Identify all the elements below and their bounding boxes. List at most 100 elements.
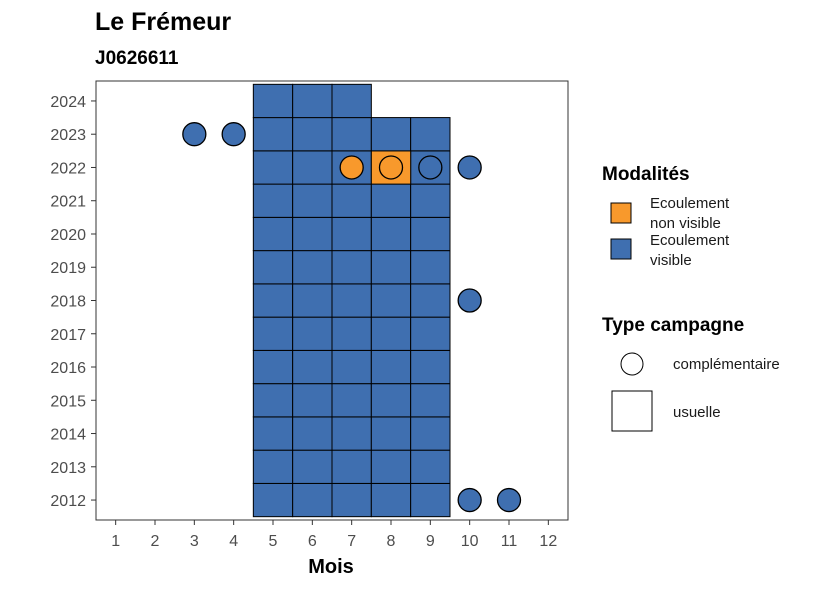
x-tick-label-10: 10	[461, 533, 479, 550]
legend-swatch-visible	[610, 238, 632, 260]
legend-square-symbol	[611, 390, 653, 432]
usuelle-tile-2023-8	[370, 117, 412, 152]
usuelle-tile-2019-7	[331, 250, 372, 285]
usuelle-tile-2014-8	[370, 416, 412, 451]
usuelle-tile-2013-8	[370, 449, 412, 484]
usuelle-tile-2021-8	[370, 183, 412, 218]
usuelle-tile-2024-5	[252, 83, 294, 119]
usuelle-tile-2023-5	[252, 117, 294, 152]
usuelle-tile-2018-5	[252, 283, 294, 318]
usuelle-tile-2017-5	[252, 316, 294, 351]
x-tick-label-5: 5	[269, 533, 278, 550]
usuelle-tiles	[252, 83, 451, 518]
usuelle-tile-2012-8	[370, 482, 412, 518]
usuelle-tile-2024-7	[331, 83, 372, 119]
legend-campaign: Type campagne complémentaire usuelle	[602, 315, 780, 432]
complementaire-points	[182, 122, 522, 513]
legend-campaign-title: Type campagne	[602, 315, 744, 336]
usuelle-tile-2021-9	[410, 183, 451, 218]
usuelle-tile-2012-7	[331, 482, 372, 518]
legend-modalites-title: Modalités	[602, 164, 690, 185]
y-tick-label-2017: 2017	[50, 327, 86, 344]
legend-label-non-visible-line2: non visible	[650, 215, 721, 232]
y-tick-label-2012: 2012	[50, 493, 86, 510]
complementaire-point-2012-11	[496, 487, 522, 513]
legend-modalites: Modalités Ecoulement non visible Ecoulem…	[602, 164, 730, 269]
usuelle-tile-2021-5	[252, 183, 294, 218]
usuelle-tile-2015-8	[370, 383, 412, 418]
y-tick-label-2022: 2022	[50, 160, 86, 177]
usuelle-tile-2018-6	[292, 283, 333, 318]
x-tick-label-11: 11	[501, 533, 518, 550]
legend-circle-symbol	[620, 352, 644, 376]
usuelle-tile-2013-7	[331, 449, 372, 484]
complementaire-point-2022-9	[418, 155, 443, 180]
legend-label-non-visible-line1: Ecoulement	[650, 195, 730, 212]
x-tick-label-1: 1	[111, 533, 120, 550]
x-tick-label-4: 4	[229, 533, 238, 550]
legend-label-visible-line1: Ecoulement	[650, 232, 730, 249]
usuelle-tile-2020-6	[292, 216, 333, 252]
usuelle-tile-2014-6	[292, 416, 333, 451]
usuelle-tile-2019-6	[292, 250, 333, 285]
usuelle-tile-2020-7	[331, 216, 372, 252]
x-axis: 1 2 3 4 5 6 7 8 9 10 11 12	[111, 520, 557, 550]
usuelle-tile-2018-7	[331, 283, 372, 318]
usuelle-tile-2023-9	[410, 117, 451, 152]
usuelle-tile-2023-7	[331, 117, 372, 152]
usuelle-tile-2020-5	[252, 216, 294, 252]
usuelle-tile-2016-9	[410, 349, 451, 385]
usuelle-tile-2022-5	[252, 150, 294, 185]
usuelle-tile-2016-8	[370, 349, 412, 385]
complementaire-point-2012-10	[457, 487, 482, 513]
usuelle-tile-2016-7	[331, 349, 372, 385]
y-tick-label-2024: 2024	[50, 94, 86, 111]
x-tick-label-7: 7	[347, 533, 356, 550]
x-tick-label-3: 3	[190, 533, 199, 550]
usuelle-tile-2017-7	[331, 316, 372, 351]
complementaire-point-2018-10	[457, 288, 482, 313]
complementaire-point-2023-3	[182, 122, 207, 147]
y-tick-label-2018: 2018	[50, 294, 86, 311]
y-tick-label-2015: 2015	[50, 393, 86, 410]
x-tick-label-6: 6	[308, 533, 317, 550]
usuelle-tile-2019-5	[252, 250, 294, 285]
y-tick-label-2014: 2014	[50, 427, 86, 444]
usuelle-tile-2018-9	[410, 283, 451, 318]
legend-label-usuelle: usuelle	[673, 404, 721, 421]
y-axis: 2012 2013 2014 2015 2016 2017 2018 2019 2020 2021…	[50, 94, 96, 510]
usuelle-tile-2016-5	[252, 349, 294, 385]
usuelle-tile-2018-8	[370, 283, 412, 318]
complementaire-point-2022-7	[339, 155, 364, 180]
usuelle-tile-2020-9	[410, 216, 451, 252]
usuelle-tile-2021-6	[292, 183, 333, 218]
usuelle-tile-2019-9	[410, 250, 451, 285]
y-tick-label-2020: 2020	[50, 227, 86, 244]
legend-label-complementaire: complémentaire	[673, 356, 780, 373]
usuelle-tile-2021-7	[331, 183, 372, 218]
x-tick-label-8: 8	[387, 533, 396, 550]
usuelle-tile-2015-5	[252, 383, 294, 418]
x-tick-label-9: 9	[426, 533, 435, 550]
usuelle-tile-2015-7	[331, 383, 372, 418]
usuelle-tile-2017-8	[370, 316, 412, 351]
usuelle-tile-2017-6	[292, 316, 333, 351]
usuelle-tile-2014-9	[410, 416, 451, 451]
x-tick-label-2: 2	[151, 533, 160, 550]
usuelle-tile-2014-5	[252, 416, 294, 451]
y-tick-label-2016: 2016	[50, 360, 86, 377]
usuelle-tile-2013-6	[292, 449, 333, 484]
y-tick-label-2013: 2013	[50, 460, 86, 477]
complementaire-point-2022-8	[378, 155, 404, 180]
usuelle-tile-2012-6	[292, 482, 333, 518]
usuelle-tile-2023-6	[292, 117, 333, 152]
usuelle-tile-2020-8	[370, 216, 412, 252]
usuelle-tile-2019-8	[370, 250, 412, 285]
usuelle-tile-2015-9	[410, 383, 451, 418]
chart-subtitle: J0626611	[95, 48, 179, 69]
usuelle-tile-2017-9	[410, 316, 451, 351]
usuelle-tile-2014-7	[331, 416, 372, 451]
usuelle-tile-2012-5	[252, 482, 294, 518]
usuelle-tile-2022-6	[292, 150, 333, 185]
